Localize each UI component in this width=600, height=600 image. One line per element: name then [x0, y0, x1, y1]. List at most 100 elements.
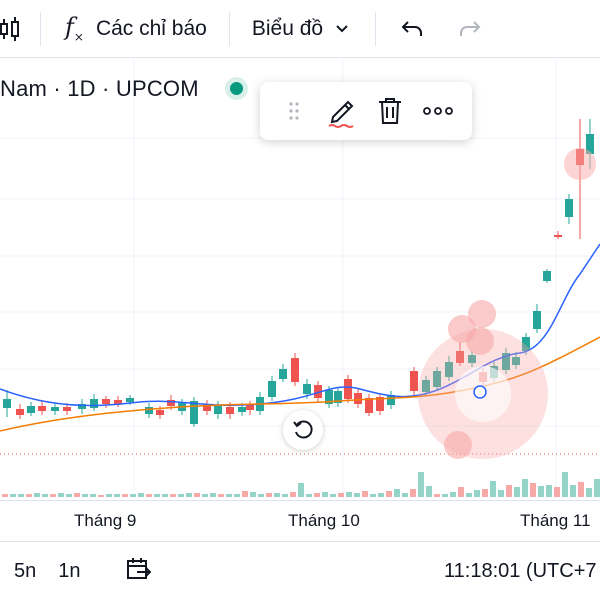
volume-bar	[106, 494, 112, 497]
toolbar-separator	[228, 11, 230, 46]
candle-body	[226, 407, 234, 414]
candle-body	[410, 371, 418, 391]
candle-body	[325, 390, 333, 404]
candle-body	[203, 404, 211, 411]
volume-bar	[18, 494, 24, 497]
candle-body	[190, 401, 198, 424]
candle-body	[512, 357, 520, 365]
indicators-button[interactable]: f× Các chỉ báo	[41, 0, 229, 58]
redo-button[interactable]	[450, 0, 490, 58]
volume-bar	[266, 493, 272, 497]
volume-bar	[434, 494, 440, 497]
candle-body	[38, 406, 46, 411]
candle-body	[445, 362, 453, 377]
chevron-down-icon	[336, 24, 348, 32]
volume-bar	[74, 493, 80, 497]
x-axis-label: Tháng 10	[288, 511, 360, 530]
candle-body	[502, 353, 510, 370]
undo-icon	[401, 20, 423, 36]
candle-body	[246, 405, 254, 410]
candle-body	[3, 399, 11, 408]
candle-body	[78, 404, 86, 409]
volume-bar	[178, 494, 184, 497]
touch-highlight	[564, 148, 596, 180]
candle-body	[365, 398, 373, 413]
delete-button[interactable]	[370, 91, 410, 131]
volume-bar	[546, 485, 552, 497]
market-status-dot	[230, 82, 243, 95]
indicators-label: Các chỉ báo	[95, 16, 207, 40]
volume-bar	[514, 487, 520, 497]
candle-body	[268, 381, 276, 397]
candle-body	[145, 407, 153, 414]
volume-bar	[346, 492, 352, 497]
volume-bar	[258, 494, 264, 497]
volume-bar	[154, 494, 160, 497]
redo-icon	[460, 20, 481, 36]
volume-bar	[538, 486, 544, 497]
volume-bar	[442, 494, 448, 497]
volume-bar	[578, 482, 584, 497]
bottom-bar: 5n 1n 11:18:01 (UTC+7	[0, 541, 600, 600]
drag-handle[interactable]	[274, 91, 314, 131]
touch-highlight	[444, 431, 472, 459]
ma-fast-line	[0, 243, 600, 407]
candle-body	[522, 337, 530, 351]
clock-timezone[interactable]: 11:18:01 (UTC+7	[444, 559, 597, 582]
volume-bar	[530, 483, 536, 497]
volume-bar	[554, 487, 560, 497]
volume-bar	[490, 481, 496, 497]
candle-body	[238, 407, 246, 412]
volume-bar	[362, 491, 368, 497]
volume-bar	[378, 493, 384, 497]
candle-body	[354, 393, 362, 404]
time-axis[interactable]: Tháng 9 Tháng 10 Tháng 11	[0, 500, 600, 540]
volume-bar	[482, 489, 488, 497]
volume-bar	[186, 493, 192, 497]
volume-bar	[282, 494, 288, 497]
volume-bar	[114, 494, 120, 497]
pencil-button[interactable]	[322, 91, 362, 131]
range-5y-button[interactable]: 5n	[14, 559, 37, 582]
price-chart[interactable]	[0, 59, 600, 539]
candles-button[interactable]	[0, 0, 30, 58]
candle-body	[376, 397, 384, 411]
volume-bar	[466, 493, 472, 497]
volume-bar	[234, 494, 240, 497]
volume-bar	[426, 486, 432, 497]
volume-bar	[418, 472, 424, 497]
candle-body	[334, 391, 342, 403]
volume-bar	[202, 494, 208, 497]
volume-bar	[410, 489, 416, 497]
more-button[interactable]	[418, 91, 458, 131]
chart-type-dropdown[interactable]: Biểu đồ	[230, 0, 375, 58]
volume-bar	[594, 479, 600, 497]
volume-bar	[250, 492, 256, 497]
x-axis-label: Tháng 9	[74, 511, 137, 530]
volume-bar	[90, 494, 96, 497]
more-icon	[423, 107, 453, 115]
volume-bar	[226, 494, 232, 497]
volume-bar	[314, 493, 320, 497]
toolbar-separator	[40, 11, 41, 46]
date-range-button[interactable]	[125, 556, 151, 587]
volume-bar	[394, 489, 400, 497]
chart-type-label: Biểu đồ	[251, 16, 324, 40]
volume-bar	[306, 494, 312, 497]
volume-bar	[218, 494, 224, 497]
candle-body	[102, 399, 110, 404]
range-1y-button[interactable]: 1n	[58, 559, 81, 582]
symbol-title: Nam · 1D · UPCOM	[0, 76, 199, 101]
volume-bar	[322, 492, 328, 497]
volume-bar	[298, 483, 304, 497]
undo-button[interactable]	[392, 0, 432, 58]
crosshair-point	[473, 385, 487, 399]
pencil-icon	[328, 100, 354, 128]
volume-bar	[586, 488, 592, 497]
candle-body	[126, 398, 134, 402]
candle-body	[114, 400, 122, 404]
candle-body	[51, 407, 59, 411]
volume-bar	[138, 493, 144, 497]
volume-bar	[386, 491, 392, 497]
reset-chart-button[interactable]	[283, 410, 323, 450]
